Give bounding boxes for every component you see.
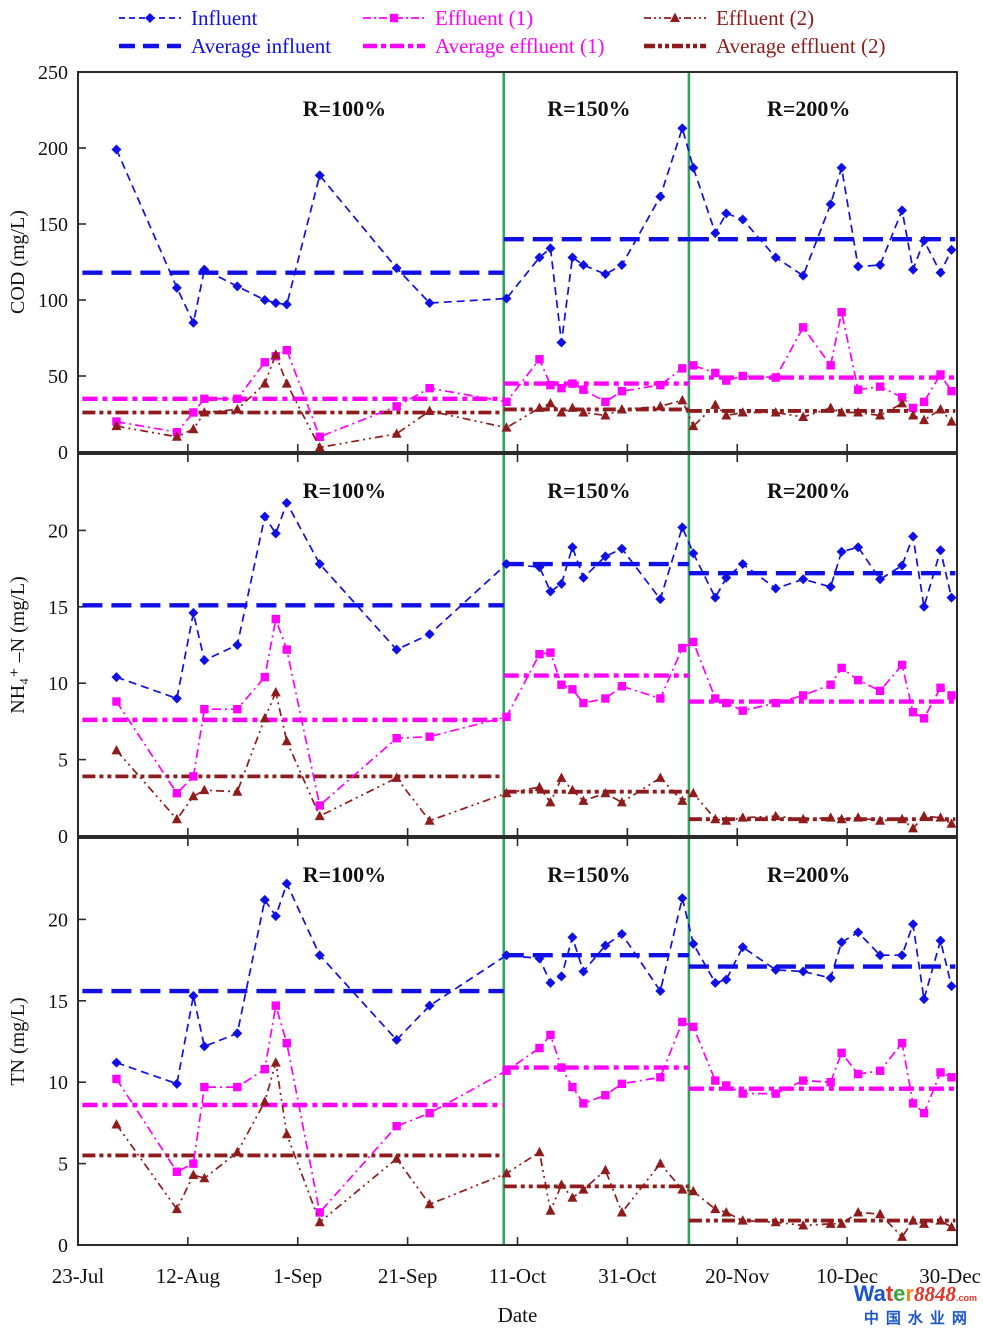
y-tick-label: 20 [48,520,68,542]
legend-sample-square-line [363,13,425,23]
x-tick-label: 12-Aug [156,1264,221,1288]
region-label-3: R=200% [767,862,850,887]
nh4n-series-effluent-1 [112,614,956,810]
y-tick-label: 15 [48,991,68,1013]
panel-cod: 0 50 100 150 200 250 R=100% R=150% R=200% COD (mg… [7,62,958,464]
panel-border [77,71,958,453]
y-tick-label: 150 [38,214,68,236]
legend-sample-triangle-line [644,12,706,22]
y-axis-title-nh4n: NH₄⁺ –N (mg/L) [7,576,29,714]
x-axis-title: Date [498,1303,538,1327]
y-tick-label: 0 [58,826,68,848]
x-tick-label: 20-Nov [705,1264,770,1288]
region-label-3: R=200% [767,478,850,503]
y-axis-title-cod: COD (mg/L) [7,210,29,314]
region-label-2: R=150% [547,96,630,121]
region-label-2: R=150% [547,862,630,887]
x-tick-label: 30-Dec [919,1264,981,1288]
nh4n-average-effluent-2 [82,774,956,822]
y-tick-label: 10 [48,673,68,695]
cod-average-influent [82,236,956,275]
panel-border [77,837,958,1246]
y-tick-label: 50 [48,366,68,388]
y-tick-label: 10 [48,1072,68,1094]
legend-sample-diamond-line [119,13,181,23]
legend-item-effluent-2: Effluent (2) [643,6,814,30]
tn-average-influent [82,953,956,994]
legend: Influent Effluent (1) Effluent (2) Average … [0,0,983,64]
y-tick-label: 15 [48,597,68,619]
watermark-part: e [893,1280,906,1306]
legend-sample-line [644,43,706,49]
watermark-part: r [905,1280,914,1306]
legend-sample-line [119,43,181,49]
region-label-1: R=100% [303,478,386,503]
watermark-part: t [885,1280,894,1306]
x-tick-label: 21-Sep [378,1264,438,1288]
region-label-1: R=100% [303,862,386,887]
tn-average-effluent-2 [82,1153,956,1223]
watermark-part: .com [955,1292,977,1303]
x-tick-label: 1-Sep [273,1264,322,1288]
tn-series-effluent-2 [111,1057,957,1241]
legend-item-influent: Influent [118,6,257,30]
x-tick-label: 10-Dec [816,1264,878,1288]
region-label-1: R=100% [303,96,386,121]
legend-item-average-influent: Average influent [118,34,331,58]
watermark-brand: Water8848.com [854,1282,977,1305]
y-tick-label: 5 [58,750,68,772]
tn-series-effluent-1 [112,1001,956,1217]
legend-item-average-effluent-1: Average effluent (1) [362,34,604,58]
x-axis: 23-Jul 12-Aug 1-Sep 21-Sep 11-Oct 31-Oct 20-No… [52,1264,981,1327]
x-tick-label: 31-Oct [598,1264,656,1288]
cod-series-effluent-2 [111,349,957,452]
y-tick-label: 200 [38,138,68,160]
legend-sample-line [363,43,425,49]
legend-item-average-effluent-2: Average effluent (2) [643,34,885,58]
x-tick-label: 11-Oct [489,1264,547,1288]
watermark-part: Wa [853,1280,886,1306]
watermark: Water8848.com 中国水业网 [854,1282,977,1328]
cod-average-effluent-1 [82,375,956,401]
legend-label: Average effluent (2) [716,33,886,58]
watermark-chinese-name: 中国水业网 [863,1309,974,1327]
y-axis-title-tn: TN (mg/L) [7,997,29,1085]
tn-average-effluent-1 [82,1065,956,1108]
panel-nh4n: 0 5 10 15 20 R=100% R=150% R=200% NH₄⁺ –N (mg/L) [7,453,958,848]
nh4n-average-influent [82,561,956,608]
panel-border [77,453,958,837]
region-label-2: R=150% [547,478,630,503]
cod-series-influent [111,123,957,348]
legend-label: Effluent (1) [435,5,534,30]
x-tick-label: 23-Jul [52,1264,105,1288]
cod-average-effluent-2 [82,407,956,415]
y-tick-label: 250 [38,62,68,84]
legend-item-effluent-1: Effluent (1) [362,6,533,30]
watermark-part: 8848 [913,1281,956,1306]
legend-label: Influent [191,5,258,30]
legend-label: Effluent (2) [716,5,815,30]
y-tick-label: 0 [58,1235,68,1257]
legend-label: Average influent [191,33,332,58]
y-tick-label: 100 [38,290,68,312]
y-tick-label: 5 [58,1154,68,1176]
region-label-3: R=200% [767,96,850,121]
panel-tn: 0 5 10 15 20 R=100% R=150% R=200% TN (mg/L) [7,837,958,1257]
nh4n-average-effluent-1 [82,673,956,723]
tn-series-influent [111,878,957,1089]
y-tick-label: 0 [58,442,68,464]
cod-series-effluent-1 [112,307,956,441]
nh4n-series-influent [111,497,957,704]
nh4n-series-effluent-2 [111,686,957,833]
legend-label: Average effluent (1) [435,33,605,58]
y-tick-label: 20 [48,909,68,931]
